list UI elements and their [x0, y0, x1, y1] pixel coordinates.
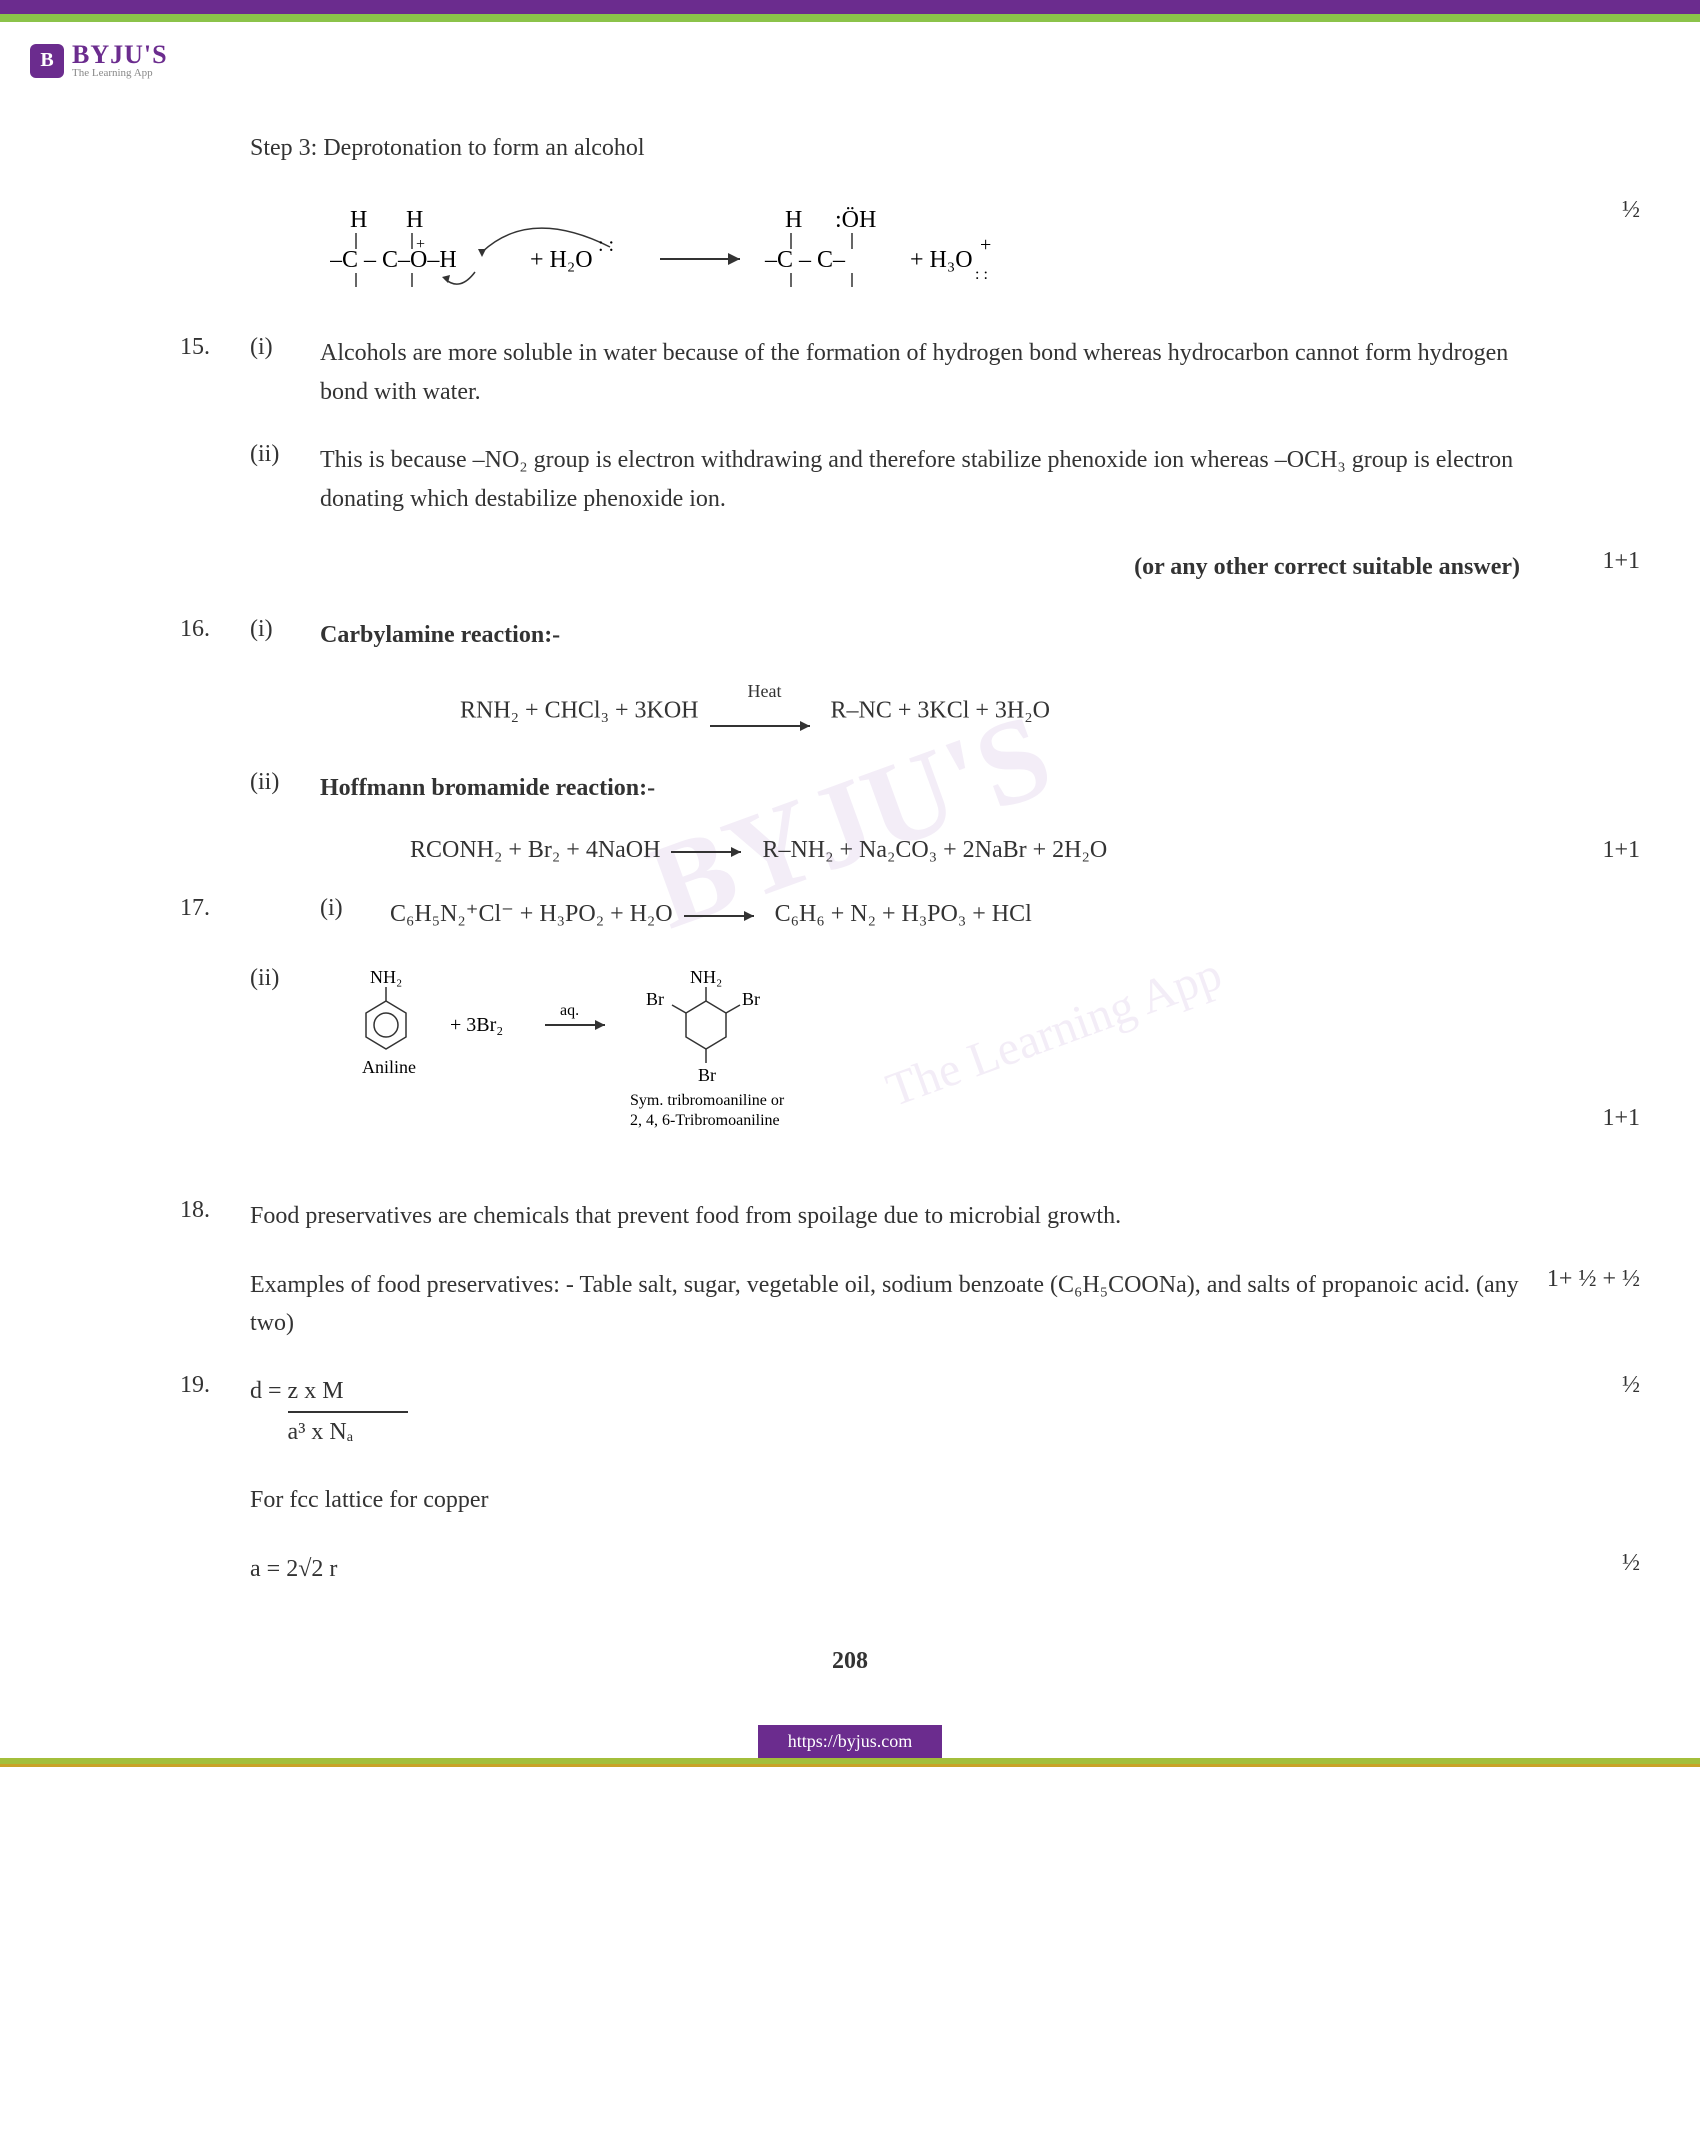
q19-eq2: a = 2√2 r	[250, 1550, 1520, 1588]
q19-eq1-lhs: d =	[250, 1378, 282, 1404]
svg-text:: :: : :	[975, 266, 988, 283]
svg-text:+ H₃O: + H₃O	[910, 247, 973, 273]
step3-label: Step 3: Deprotonation to form an alcohol	[250, 129, 1520, 167]
q15-num: 15.	[180, 334, 250, 411]
footer-gold-bar	[0, 1764, 1700, 1767]
q19-num: 19.	[180, 1372, 250, 1451]
q17-ii-num: (ii)	[250, 965, 320, 1167]
logo-main: BYJU'S	[72, 42, 168, 68]
q19-eq1-den: a³ x Nₐ	[288, 1419, 354, 1445]
q18-num: 18.	[180, 1197, 250, 1235]
q18-marks: 1+ ½ + ½	[1547, 1266, 1640, 1293]
q16-ii-num: (ii)	[250, 769, 320, 807]
svg-text:+: +	[416, 236, 425, 253]
svg-text:+: +	[980, 234, 991, 256]
svg-text:H: H	[406, 207, 423, 233]
q15-ii-text: This is because –NO₂ group is electron w…	[320, 441, 1520, 518]
q19-marks2: ½	[1622, 1550, 1640, 1577]
svg-text:2, 4, 6-Tribromoaniline: 2, 4, 6-Tribromoaniline	[630, 1112, 780, 1129]
svg-text:H: H	[785, 207, 802, 233]
logo-text: BYJU'S The Learning App	[72, 42, 168, 79]
header: B BYJU'S The Learning App	[0, 22, 1700, 89]
q15-i-num: (i)	[250, 334, 320, 411]
q15-i-text: Alcohols are more soluble in water becau…	[320, 334, 1520, 411]
q15-i-row: 15. (i) Alcohols are more soluble in wat…	[180, 334, 1520, 411]
svg-text:Br: Br	[698, 1065, 716, 1085]
svg-text:NH₂: NH₂	[370, 967, 402, 987]
page-number: 208	[180, 1648, 1520, 1675]
deprotonation-svg: H –C – C–O–H H + + H₂O : : H :ÖH –C –	[330, 197, 1230, 297]
step3-equation: H –C – C–O–H H + + H₂O : : H :ÖH –C –	[330, 197, 1520, 304]
q19-text: For fcc lattice for copper	[250, 1481, 1520, 1519]
q19-text-row: For fcc lattice for copper	[180, 1481, 1520, 1519]
logo-tagline: The Learning App	[72, 68, 168, 79]
q16-ii-left: RCONH₂ + Br₂ + 4NaOH	[410, 837, 660, 863]
svg-text:–C – C–: –C – C–	[764, 247, 846, 273]
top-green-bar	[0, 14, 1700, 22]
q16-i-right: R–NC + 3KCl + 3H₂O	[831, 697, 1050, 723]
q17-ii-row: (ii) NH₂ Aniline + 3Br₂ aq. NH₂	[180, 965, 1520, 1167]
q19-eq1-num: z x M	[288, 1372, 408, 1412]
q15-ii-row: (ii) This is because –NO₂ group is elect…	[180, 441, 1520, 518]
q16-i-eq: RNH₂ + CHCl₃ + 3KOH Heat R–NC + 3KCl + 3…	[460, 685, 1520, 739]
svg-text:–C – C–O–H: –C – C–O–H	[330, 247, 457, 273]
page-content: BYJU'S The Learning App Step 3: Deproton…	[0, 89, 1700, 1715]
q18-text1: Food preservatives are chemicals that pr…	[250, 1197, 1520, 1235]
svg-text::ÖH: :ÖH	[835, 207, 876, 233]
q16-ii-eq: RCONH₂ + Br₂ + 4NaOH R–NH₂ + Na₂CO₃ + 2N…	[410, 837, 1520, 865]
footer-url: https://byjus.com	[758, 1725, 943, 1758]
top-purple-bar	[0, 0, 1700, 14]
q16-ii-right: R–NH₂ + Na₂CO₃ + 2NaBr + 2H₂O	[762, 837, 1107, 863]
q19-eq2-row: a = 2√2 r ½	[180, 1550, 1520, 1588]
q16-i-row: 16. (i) Carbylamine reaction:-	[180, 616, 1520, 654]
q19-eq1-row: 19. d = z x M a³ x Nₐ ½	[180, 1372, 1520, 1451]
q16-num: 16.	[180, 616, 250, 654]
svg-text:Br: Br	[646, 989, 664, 1009]
q18-row1: 18. Food preservatives are chemicals tha…	[180, 1197, 1520, 1235]
svg-text:Sym. tribromoaniline or: Sym. tribromoaniline or	[630, 1092, 785, 1109]
q16-i-left: RNH₂ + CHCl₃ + 3KOH	[460, 697, 699, 723]
q18-row2: Examples of food preservatives: - Table …	[180, 1266, 1520, 1343]
aniline-reaction-svg: NH₂ Aniline + 3Br₂ aq. NH₂ Br Br	[320, 965, 1020, 1155]
q16-i-cond: Heat	[748, 681, 782, 701]
q19-marks1: ½	[1622, 1372, 1640, 1399]
q17-marks: 1+1	[1602, 1105, 1640, 1132]
q18-text2: Examples of food preservatives: - Table …	[250, 1266, 1520, 1343]
step3-marks: ½	[1622, 197, 1640, 224]
footer: https://byjus.com	[0, 1725, 1700, 1758]
q15-ii-num: (ii)	[250, 441, 320, 518]
svg-text:NH₂: NH₂	[690, 967, 722, 987]
q17-i-num: (i)	[320, 895, 390, 935]
q15-alt: (or any other correct suitable answer)	[320, 548, 1520, 586]
logo-badge-icon: B	[30, 44, 64, 78]
q17-i-left: C₆H₅N₂⁺Cl⁻ + H₃PO₂ + H₂O	[390, 901, 673, 927]
svg-text:: :: : :	[598, 234, 614, 256]
q17-num: 17.	[180, 895, 250, 935]
svg-text:H: H	[350, 207, 367, 233]
q16-ii-row: (ii) Hoffmann bromamide reaction:-	[180, 769, 1520, 807]
svg-text:aq.: aq.	[560, 1002, 579, 1019]
q15-marks: 1+1	[1602, 548, 1640, 575]
svg-text:+ 3Br₂: + 3Br₂	[450, 1014, 503, 1036]
step3-row: Step 3: Deprotonation to form an alcohol	[250, 129, 1520, 167]
q16-i-title: Carbylamine reaction:-	[320, 616, 1520, 654]
q17-i-row: 17. (i) C₆H₅N₂⁺Cl⁻ + H₃PO₂ + H₂O C₆H₆ + …	[180, 895, 1520, 935]
q16-ii-title: Hoffmann bromamide reaction:-	[320, 769, 1520, 807]
q17-i-right: C₆H₆ + N₂ + H₃PO₃ + HCl	[775, 901, 1032, 927]
svg-text:+ H₂O: + H₂O	[530, 247, 593, 273]
q16-i-num: (i)	[250, 616, 320, 654]
svg-text:Aniline: Aniline	[362, 1057, 416, 1077]
q16-marks: 1+1	[1602, 837, 1640, 864]
q15-alt-row: (or any other correct suitable answer) 1…	[180, 548, 1520, 586]
svg-text:Br: Br	[742, 989, 760, 1009]
